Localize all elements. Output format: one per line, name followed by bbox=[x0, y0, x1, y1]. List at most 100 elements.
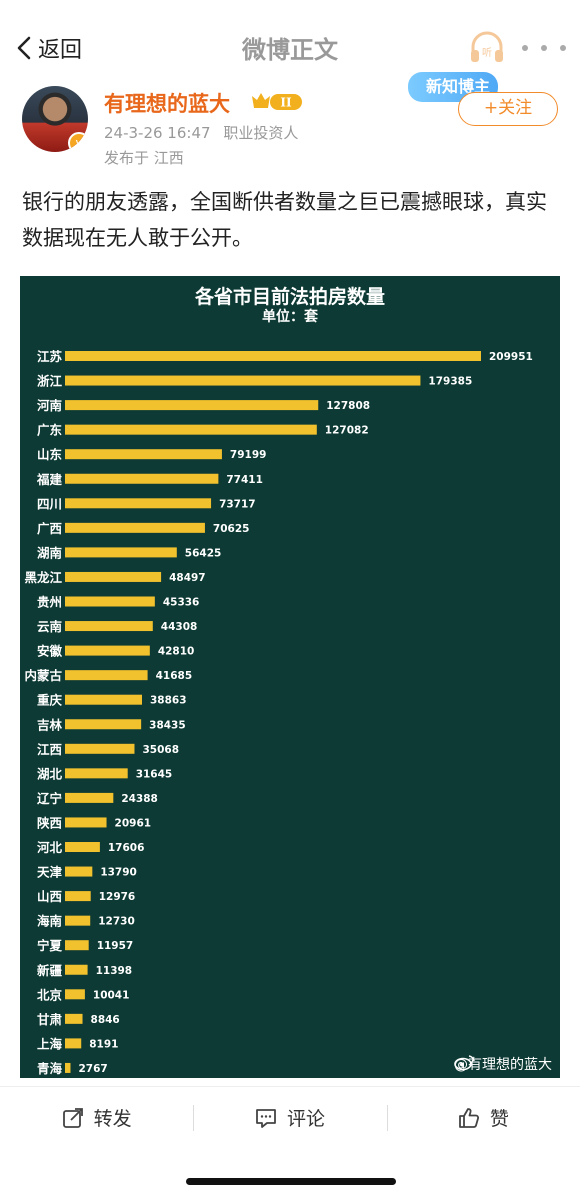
back-label: 返回 bbox=[38, 38, 83, 63]
author-name[interactable]: 有理想的蓝大 bbox=[104, 92, 230, 116]
value-label: 41685 bbox=[156, 670, 193, 682]
value-label: 8846 bbox=[91, 1014, 120, 1026]
bar bbox=[65, 522, 205, 533]
value-label: 44308 bbox=[161, 621, 198, 633]
dot-icon bbox=[522, 45, 528, 51]
watermark-text: @有理想的蓝大 bbox=[454, 1057, 552, 1073]
value-label: 42810 bbox=[158, 646, 195, 658]
value-label: 8191 bbox=[89, 1038, 118, 1050]
category-label: 贵州 bbox=[37, 595, 62, 610]
value-label: 56425 bbox=[185, 547, 222, 559]
chevron-left-icon bbox=[17, 36, 31, 60]
bar bbox=[65, 645, 150, 656]
category-label: 陕西 bbox=[37, 815, 62, 830]
bar bbox=[65, 792, 114, 803]
chart-title: 各省市目前法拍房数量 bbox=[194, 286, 385, 308]
svg-text:II: II bbox=[280, 96, 292, 110]
value-label: 17606 bbox=[108, 842, 145, 854]
value-label: 31645 bbox=[136, 768, 173, 780]
headphones-icon[interactable]: 听 bbox=[468, 30, 506, 64]
category-label: 浙江 bbox=[37, 374, 63, 389]
bar bbox=[65, 1013, 83, 1024]
category-label: 辽宁 bbox=[37, 791, 62, 806]
verified-badge-icon: v bbox=[68, 132, 88, 152]
bar bbox=[65, 842, 100, 852]
thumbs-up-icon bbox=[458, 1107, 479, 1128]
value-label: 127082 bbox=[325, 425, 369, 437]
category-label: 河北 bbox=[37, 840, 63, 855]
like-button[interactable]: 赞 bbox=[386, 1087, 580, 1148]
category-label: 重庆 bbox=[37, 693, 63, 708]
nav-bar: 返回 微博正文 听 bbox=[0, 0, 580, 96]
category-label: 广西 bbox=[37, 521, 62, 536]
value-label: 38435 bbox=[149, 719, 186, 731]
more-options-button[interactable] bbox=[522, 36, 566, 60]
category-label: 江西 bbox=[37, 742, 62, 757]
bar bbox=[65, 1038, 82, 1049]
post-timestamp: 24-3-26 16:47 bbox=[104, 124, 211, 142]
category-label: 安徽 bbox=[37, 644, 63, 659]
dot-icon bbox=[541, 45, 547, 51]
post-meta: 24-3-26 16:47 职业投资人 bbox=[104, 122, 298, 143]
back-button[interactable]: 返回 bbox=[14, 28, 82, 68]
value-label: 38863 bbox=[150, 695, 187, 707]
bar bbox=[65, 915, 91, 926]
bar bbox=[65, 817, 107, 828]
watermark: @有理想的蓝大 bbox=[454, 1054, 552, 1074]
bar bbox=[65, 596, 155, 607]
post-location: 发布于 江西 bbox=[104, 149, 184, 167]
bar bbox=[65, 621, 153, 632]
category-label: 北京 bbox=[37, 987, 63, 1002]
home-indicator bbox=[186, 1178, 396, 1185]
bar bbox=[65, 498, 212, 509]
bar bbox=[65, 940, 89, 951]
bar bbox=[65, 571, 162, 582]
value-label: 79199 bbox=[230, 449, 267, 461]
like-label: 赞 bbox=[489, 1108, 509, 1130]
follow-button[interactable]: +关注 bbox=[458, 92, 558, 126]
weibo-logo-icon bbox=[454, 1055, 475, 1070]
category-label: 内蒙古 bbox=[24, 668, 62, 683]
repost-button[interactable]: 转发 bbox=[0, 1087, 193, 1148]
bar bbox=[65, 449, 222, 460]
bar bbox=[65, 351, 481, 361]
category-label: 江苏 bbox=[37, 349, 63, 364]
category-label: 云南 bbox=[37, 619, 63, 634]
value-label: 70625 bbox=[213, 523, 250, 535]
bar bbox=[65, 768, 128, 779]
comment-button[interactable]: 评论 bbox=[193, 1087, 386, 1148]
bar bbox=[65, 743, 135, 754]
category-label: 天津 bbox=[37, 865, 63, 880]
value-label: 48497 bbox=[169, 572, 206, 584]
category-label: 四川 bbox=[37, 496, 62, 511]
page-title: 微博正文 bbox=[242, 36, 338, 64]
category-label: 山西 bbox=[37, 889, 62, 904]
value-label: 10041 bbox=[93, 989, 130, 1001]
comment-icon bbox=[256, 1108, 276, 1128]
chart-subtitle: 单位：套 bbox=[262, 309, 318, 325]
value-label: 73717 bbox=[219, 498, 256, 510]
category-label: 黑龙江 bbox=[24, 570, 62, 585]
category-label: 吉林 bbox=[37, 717, 63, 732]
category-label: 河南 bbox=[37, 398, 63, 413]
value-label: 35068 bbox=[142, 744, 179, 756]
value-label: 12976 bbox=[99, 891, 136, 903]
avatar[interactable]: v bbox=[22, 86, 88, 152]
bar-chart: 江苏 209951 浙江 179385 河南 127808 广东 127082 山东 79199 福… bbox=[24, 349, 533, 1076]
bar bbox=[65, 964, 88, 975]
value-label: 77411 bbox=[226, 474, 263, 486]
chart-image[interactable]: 江苏 209951 浙江 179385 河南 127808 广东 127082 山东 79199 福… bbox=[20, 276, 560, 1078]
value-label: 127808 bbox=[326, 400, 370, 412]
value-label: 45336 bbox=[163, 597, 200, 609]
bar bbox=[65, 670, 148, 681]
post-text: 银行的朋友透露，全国断供者数量之巨已震撼眼球，真实数据现在无人敢于公开。 bbox=[22, 190, 547, 250]
bar bbox=[65, 375, 421, 386]
value-label: 209951 bbox=[489, 351, 533, 363]
category-label: 甘肃 bbox=[37, 1012, 63, 1027]
value-label: 11398 bbox=[96, 965, 133, 977]
category-label: 山东 bbox=[37, 447, 63, 462]
value-label: 2767 bbox=[78, 1063, 107, 1075]
bar bbox=[65, 694, 143, 705]
category-label: 新疆 bbox=[37, 963, 63, 978]
category-label: 福建 bbox=[36, 472, 63, 487]
